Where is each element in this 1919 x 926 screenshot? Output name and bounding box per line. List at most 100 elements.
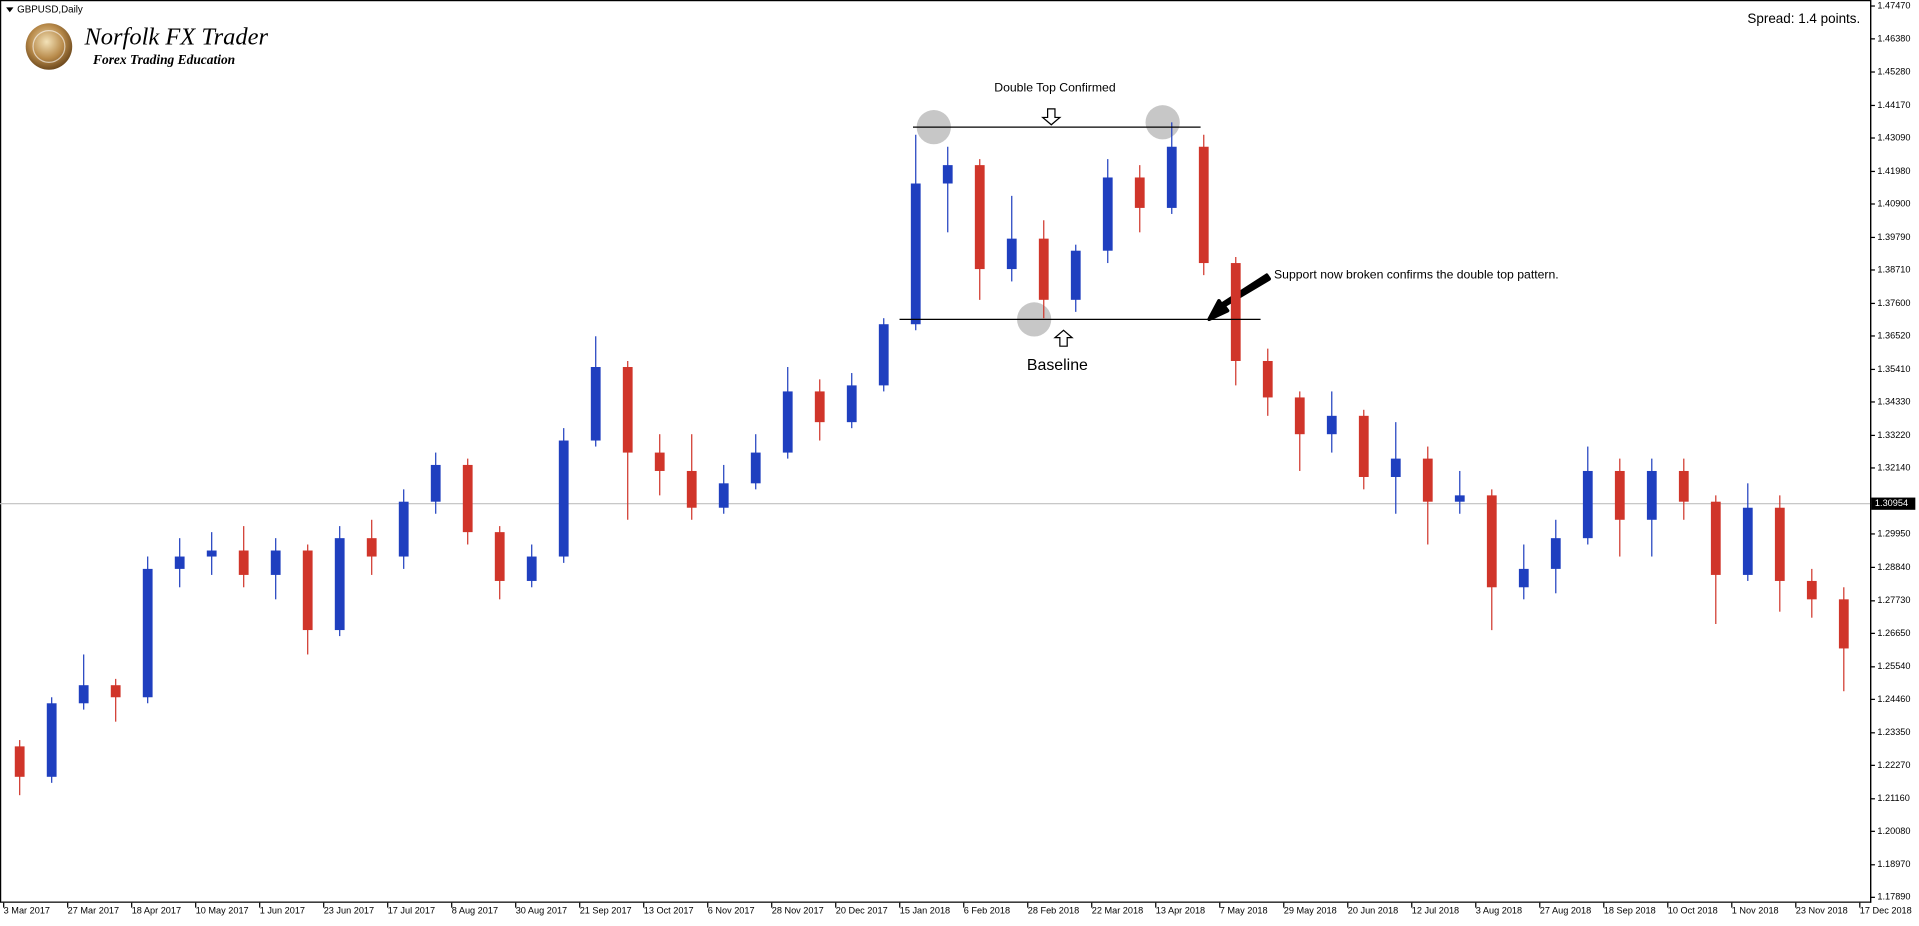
candle-body	[1454, 495, 1465, 502]
candle-body	[430, 464, 441, 502]
x-tick-label: 20 Dec 2017	[836, 906, 888, 916]
x-tick-label: 3 Mar 2017	[4, 906, 50, 916]
y-tick-label: 1.29950	[1877, 528, 1910, 538]
x-tick-label: 20 Jun 2018	[1348, 906, 1398, 916]
candle-body	[142, 568, 153, 698]
x-tick-label: 8 Aug 2017	[452, 906, 498, 916]
y-tick-label: 1.21160	[1877, 793, 1909, 803]
x-tick-label: 27 Mar 2017	[68, 906, 119, 916]
candle-body	[46, 703, 57, 777]
candle-body	[526, 556, 537, 581]
candle-body	[750, 452, 761, 484]
candle-body	[846, 385, 857, 423]
candle-body	[270, 550, 281, 575]
candle-body	[782, 391, 793, 453]
pointer-arrow	[1207, 273, 1271, 322]
x-tick-label: 1 Nov 2018	[1732, 906, 1779, 916]
candle-body	[334, 538, 345, 631]
x-tick-label: 22 Mar 2018	[1092, 906, 1143, 916]
logo-subtitle: Forex Trading Education	[92, 52, 235, 67]
candle-body	[1102, 177, 1113, 251]
x-tick-label: 27 Aug 2018	[1540, 906, 1591, 916]
x-tick-label: 23 Jun 2017	[324, 906, 374, 916]
candle-body	[1262, 360, 1273, 398]
candle-body	[1710, 501, 1721, 575]
candle-body	[718, 483, 729, 508]
current-price-box	[1871, 497, 1916, 510]
x-tick-label: 17 Jul 2017	[388, 906, 435, 916]
candle-body	[1294, 397, 1305, 435]
candle-body	[1806, 580, 1817, 600]
candle-body	[622, 367, 633, 453]
x-tick-label: 15 Jan 2018	[900, 906, 950, 916]
candle-body	[14, 746, 25, 777]
candle-body	[302, 550, 313, 631]
x-tick-label: 13 Oct 2017	[644, 906, 694, 916]
y-tick-label: 1.41980	[1877, 166, 1910, 176]
x-tick-label: 3 Aug 2018	[1476, 906, 1522, 916]
x-tick-label: 10 May 2017	[196, 906, 249, 916]
candle-body	[814, 391, 825, 423]
candle-body	[1614, 470, 1625, 520]
annotation-baseline: Baseline	[1027, 357, 1088, 374]
logo-title: Norfolk FX Trader	[83, 24, 268, 51]
candle-body	[1134, 177, 1145, 208]
candle-body	[1646, 470, 1657, 520]
y-tick-label: 1.32140	[1877, 462, 1910, 472]
y-tick-label: 1.47470	[1877, 0, 1910, 10]
y-tick-label: 1.22270	[1877, 760, 1910, 770]
x-tick-label: 1 Jun 2017	[260, 906, 305, 916]
candle-body	[590, 367, 601, 441]
y-tick-label: 1.35410	[1877, 364, 1910, 374]
candle-body	[878, 324, 889, 386]
x-tick-label: 21 Sep 2017	[580, 906, 632, 916]
x-tick-label: 10 Oct 2018	[1668, 906, 1718, 916]
y-tick-label: 1.28840	[1877, 562, 1910, 572]
y-tick-label: 1.18970	[1877, 859, 1910, 869]
candle-body	[1422, 458, 1433, 502]
up-arrow	[1053, 329, 1074, 347]
y-tick-label: 1.24460	[1877, 694, 1910, 704]
spread-info: Spread: 1.4 points.	[1747, 11, 1860, 26]
candle-body	[910, 183, 921, 325]
candle-body	[174, 556, 185, 569]
y-tick-label: 1.17890	[1877, 892, 1910, 902]
y-tick-label: 1.33220	[1877, 430, 1910, 440]
y-tick-label: 1.39790	[1877, 232, 1910, 242]
y-tick-label: 1.27730	[1877, 595, 1910, 605]
menu-triangle	[6, 7, 14, 13]
y-tick-label: 1.38710	[1877, 264, 1910, 274]
candle-body	[1550, 538, 1561, 569]
candle-body	[1038, 238, 1049, 300]
y-tick-label: 1.20080	[1877, 826, 1910, 836]
y-tick-label: 1.34330	[1877, 396, 1910, 406]
y-tick-label: 1.46380	[1877, 33, 1910, 43]
candle-body	[110, 685, 121, 698]
candle-body	[1678, 470, 1689, 502]
candle-body	[1326, 415, 1337, 435]
y-tick-label: 1.40900	[1877, 198, 1910, 208]
y-tick-label: 1.26650	[1877, 628, 1910, 638]
candle-body	[1166, 146, 1177, 208]
down-arrow	[1041, 108, 1062, 126]
logo-ring	[32, 29, 66, 63]
y-tick-label: 1.36520	[1877, 330, 1910, 340]
candle-body	[1518, 568, 1529, 588]
x-tick-label: 18 Sep 2018	[1604, 906, 1656, 916]
x-tick-label: 29 May 2018	[1284, 906, 1337, 916]
candle-body	[1582, 470, 1593, 539]
y-tick-label: 1.43090	[1877, 132, 1910, 142]
logo: Norfolk FX Trader Forex Trading Educatio…	[25, 23, 268, 70]
candle-body	[238, 550, 249, 575]
x-tick-label: 17 Dec 2018	[1860, 906, 1912, 916]
x-tick-label: 28 Feb 2018	[1028, 906, 1079, 916]
candle-body	[366, 538, 377, 557]
candle-body	[1198, 146, 1209, 264]
candle-body	[1358, 415, 1369, 477]
x-tick-label: 6 Nov 2017	[708, 906, 755, 916]
current-price-label: 1.30954	[1875, 498, 1908, 508]
x-tick-label: 23 Nov 2018	[1796, 906, 1848, 916]
